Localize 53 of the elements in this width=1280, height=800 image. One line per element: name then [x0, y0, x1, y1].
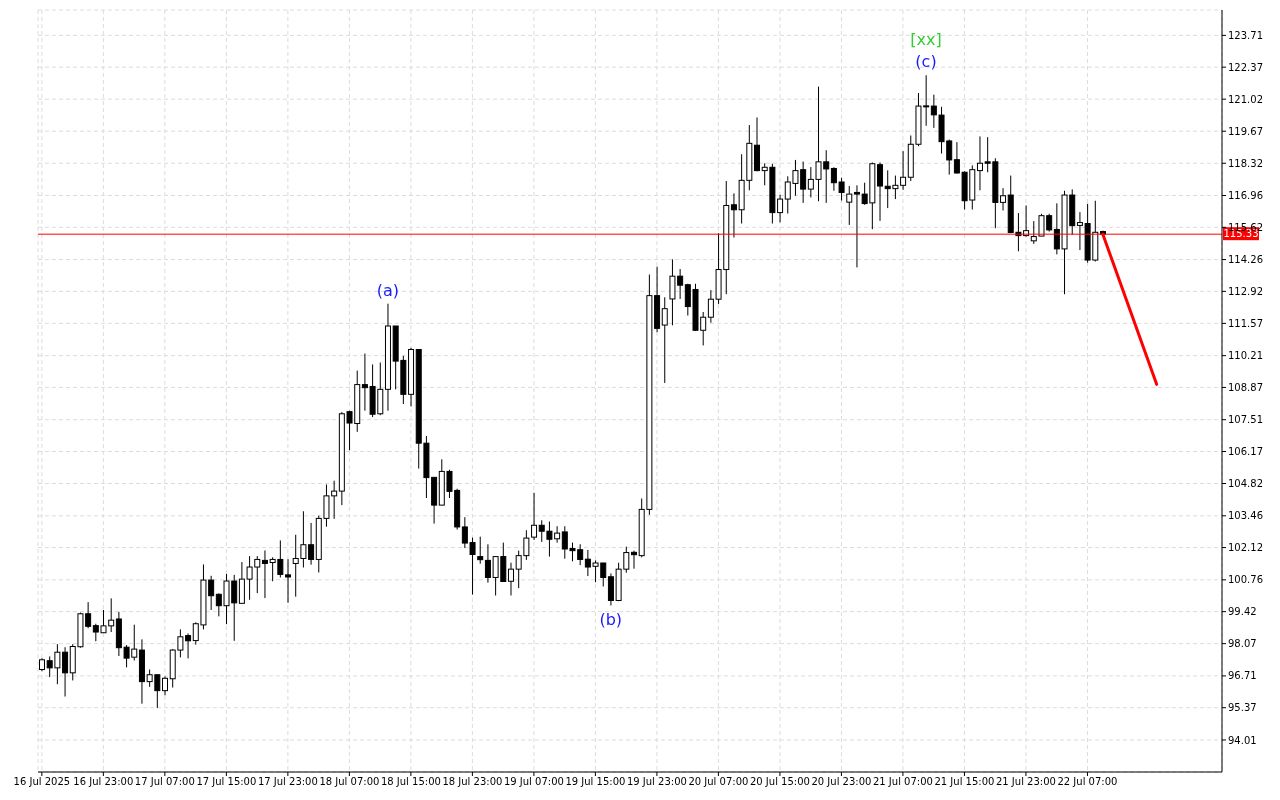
y-tick-label: 121.02 [1228, 93, 1263, 105]
candlestick [877, 162, 884, 222]
candlestick [846, 185, 853, 226]
y-tick-label: 98.07 [1228, 638, 1257, 650]
x-tick-label: 19 Jul 15:00 [565, 776, 626, 788]
candlestick [162, 675, 169, 696]
candlestick [507, 562, 514, 596]
annotation: [xx] [910, 30, 942, 50]
x-tick-label: 20 Jul 23:00 [811, 776, 872, 788]
x-tick-label: 17 Jul 23:00 [257, 776, 318, 788]
x-tick-label: 21 Jul 15:00 [934, 776, 995, 788]
x-tick-label: 20 Jul 15:00 [749, 776, 810, 788]
x-tick-label: 16 Jul 23:00 [73, 776, 134, 788]
y-tick-label: 122.37 [1228, 61, 1263, 73]
y-tick-label: 112.92 [1228, 285, 1263, 297]
x-tick-label: 19 Jul 23:00 [626, 776, 687, 788]
y-tick-label: 104.82 [1228, 478, 1263, 490]
y-tick-label: 95.37 [1228, 702, 1257, 714]
y-tick-label: 116.96 [1228, 190, 1263, 202]
candlestick [477, 536, 484, 565]
y-tick-label: 123.71 [1228, 29, 1263, 41]
y-tick-label: 100.76 [1228, 574, 1263, 586]
x-tick-label: 18 Jul 15:00 [380, 776, 441, 788]
x-tick-label: 16 Jul 2025 [13, 776, 71, 788]
y-tick-label: 96.71 [1228, 670, 1257, 682]
x-tick-label: 21 Jul 23:00 [995, 776, 1056, 788]
x-tick-label: 18 Jul 23:00 [442, 776, 503, 788]
y-tick-label: 106.17 [1228, 446, 1263, 458]
x-tick-label: 22 Jul 07:00 [1057, 776, 1118, 788]
x-tick-label: 18 Jul 07:00 [319, 776, 380, 788]
x-tick-label: 17 Jul 15:00 [196, 776, 257, 788]
y-tick-label: 103.46 [1228, 510, 1263, 522]
x-tick-label: 17 Jul 07:00 [134, 776, 195, 788]
y-tick-label: 102.12 [1228, 542, 1263, 554]
y-tick-label: 119.67 [1228, 125, 1263, 137]
y-tick-label: 94.01 [1228, 734, 1257, 746]
annotation: (a) [376, 280, 399, 300]
x-tick-label: 21 Jul 07:00 [872, 776, 933, 788]
candlestick [285, 558, 292, 604]
candlestick [631, 550, 637, 570]
y-tick-label: 99.42 [1228, 606, 1257, 618]
annotation: (b) [599, 610, 623, 630]
y-tick-label: 107.51 [1228, 414, 1263, 426]
x-tick-label: 19 Jul 07:00 [503, 776, 564, 788]
y-tick-label: 118.32 [1228, 157, 1263, 169]
y-tick-label: 108.87 [1228, 381, 1263, 393]
y-tick-label: 111.57 [1228, 317, 1263, 329]
y-tick-label: 114.26 [1228, 254, 1263, 266]
candlestick [976, 135, 983, 191]
candlestick [661, 296, 668, 384]
y-tick-label: 110.21 [1228, 350, 1263, 362]
annotation: (c) [915, 52, 937, 72]
x-tick-label: 20 Jul 07:00 [688, 776, 749, 788]
